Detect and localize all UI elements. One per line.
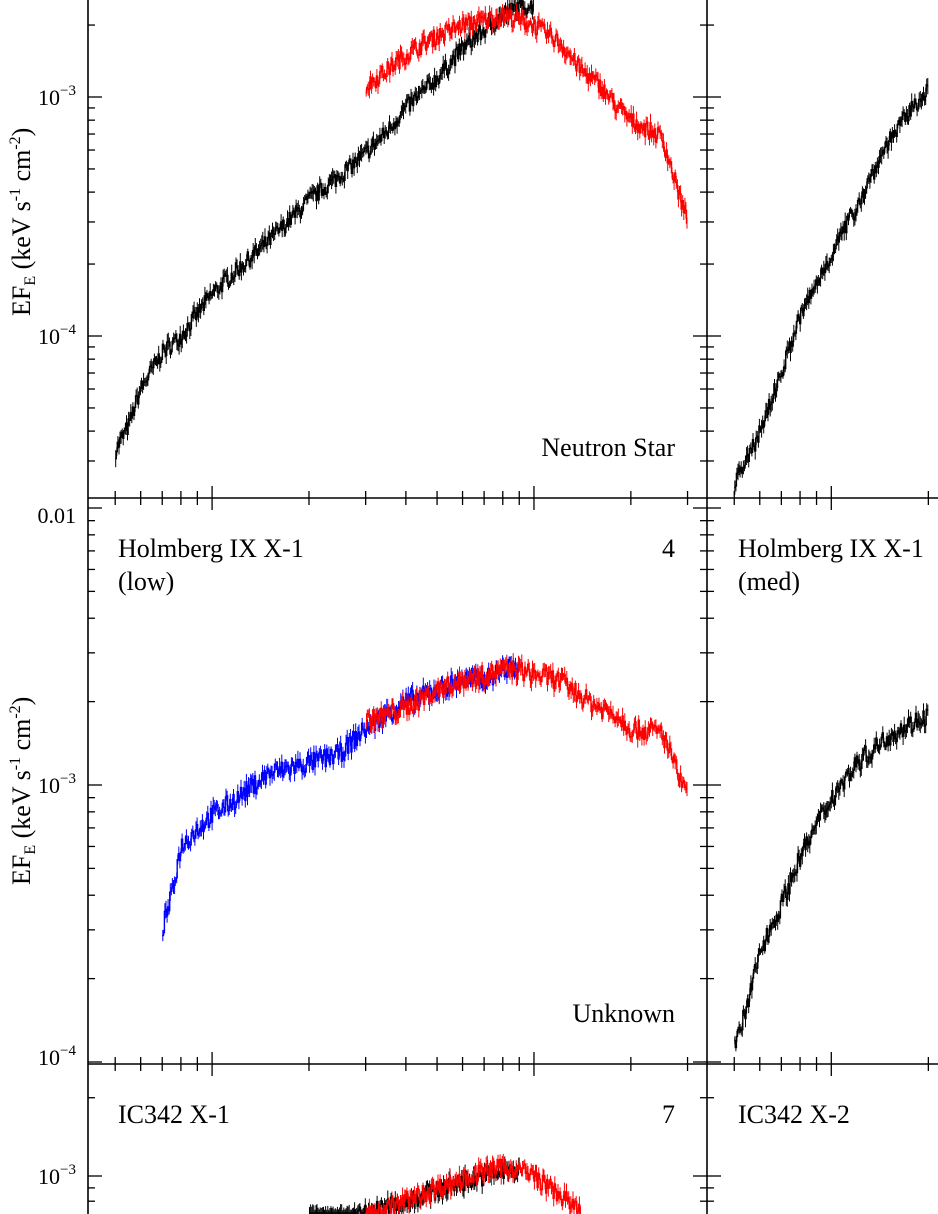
panel7-number: 7 [662,1100,675,1129]
panel4-title: Holmberg IX X-1 [118,534,304,563]
spectrum-line [734,708,929,1049]
y-tick-label: 10−3 [38,771,76,798]
panel7-title: IC342 X-1 [118,1100,230,1129]
y-tick-labels: 10−3 10−4 0.01 10−3 10−4 10−3 [38,83,77,1189]
series-5-1 [734,703,929,1052]
spectrum-line [365,661,688,790]
panel4-number: 4 [662,534,675,563]
series-3-2 [365,1153,581,1214]
spectrum-line [734,84,929,489]
data-series [115,0,929,1214]
spectrum-line [365,7,688,224]
panel4-subtitle: (low) [118,567,174,596]
y-tick-label: 10−4 [38,322,76,349]
y-tick-label: 0.01 [38,503,77,528]
series-1-1 [115,0,534,468]
series-4-1 [734,78,929,495]
spectrum-line [365,1158,581,1214]
panel-frames [87,0,938,1214]
panel5-title: Holmberg IX X-1 [738,534,924,563]
series-2-1 [162,655,520,942]
axis-ticks [88,24,929,1202]
series-1-2 [365,3,688,229]
y-axis-label-row2: EFE (keV s-1 cm-2) [7,697,39,885]
spectrum-line [115,0,534,460]
spectrum-line [162,658,520,937]
panel5-subtitle: (med) [738,567,800,596]
y-tick-label: 10−3 [38,1162,76,1189]
panel4-annotation: Unknown [572,999,675,1028]
y-tick-label: 10−4 [38,1043,76,1070]
y-axis-label-row1: EFE (keV s-1 cm-2) [7,128,39,316]
y-tick-label: 10−3 [38,83,76,110]
panel1-annotation: Neutron Star [541,433,675,462]
panel8-title: IC342 X-2 [738,1100,850,1129]
series-2-2 [365,653,688,797]
